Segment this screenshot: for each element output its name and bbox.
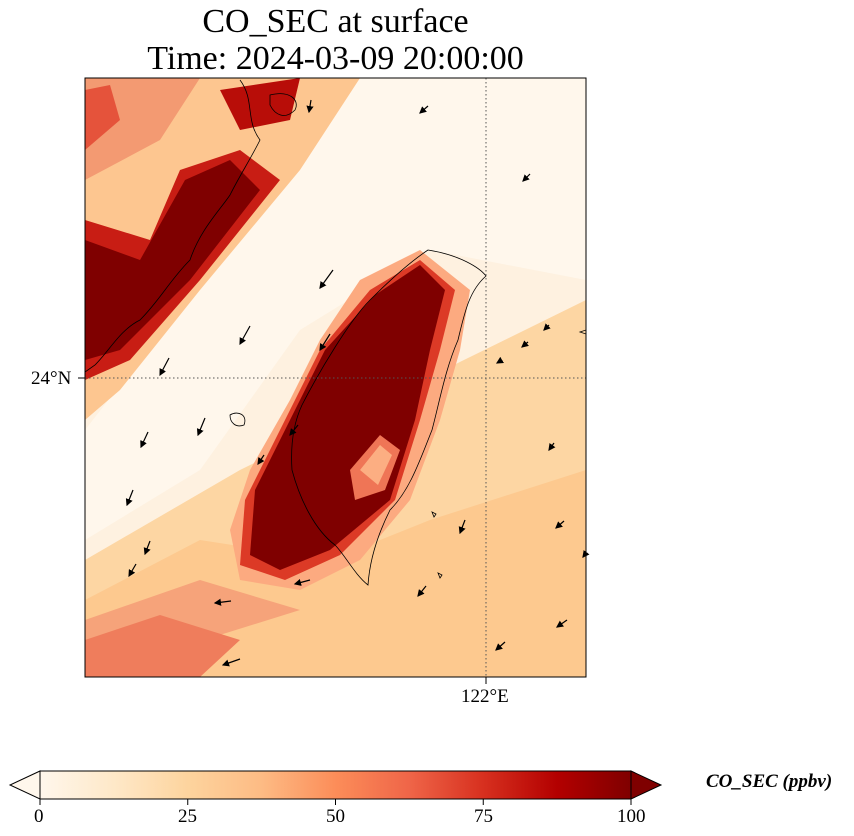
map-title-line-1: CO_SEC at surface [202, 3, 469, 40]
colorbar-tick-100: 100 [617, 806, 646, 827]
colorbar [8, 770, 663, 805]
coastlines [85, 79, 586, 586]
graticule [85, 78, 586, 677]
lon-label-122e: 122°E [461, 686, 509, 707]
colorbar-label: CO_SEC (ppbv) [706, 771, 833, 792]
map-title-line-2: Time: 2024-03-09 20:00:00 [147, 40, 524, 77]
concentration-field [85, 78, 586, 677]
colorbar-extend-low [8, 770, 41, 800]
colorbar-tick-75: 75 [474, 806, 493, 827]
colorbar-tick-0: 0 [34, 806, 44, 827]
colorbar-tick-25: 25 [178, 806, 197, 827]
lat-label-24n: 24°N [31, 368, 72, 389]
colorbar-tick-50: 50 [326, 806, 345, 827]
colorbar-gradient [40, 771, 631, 799]
wind-vectors [125, 99, 590, 667]
colorbar-extend-high [630, 770, 663, 800]
